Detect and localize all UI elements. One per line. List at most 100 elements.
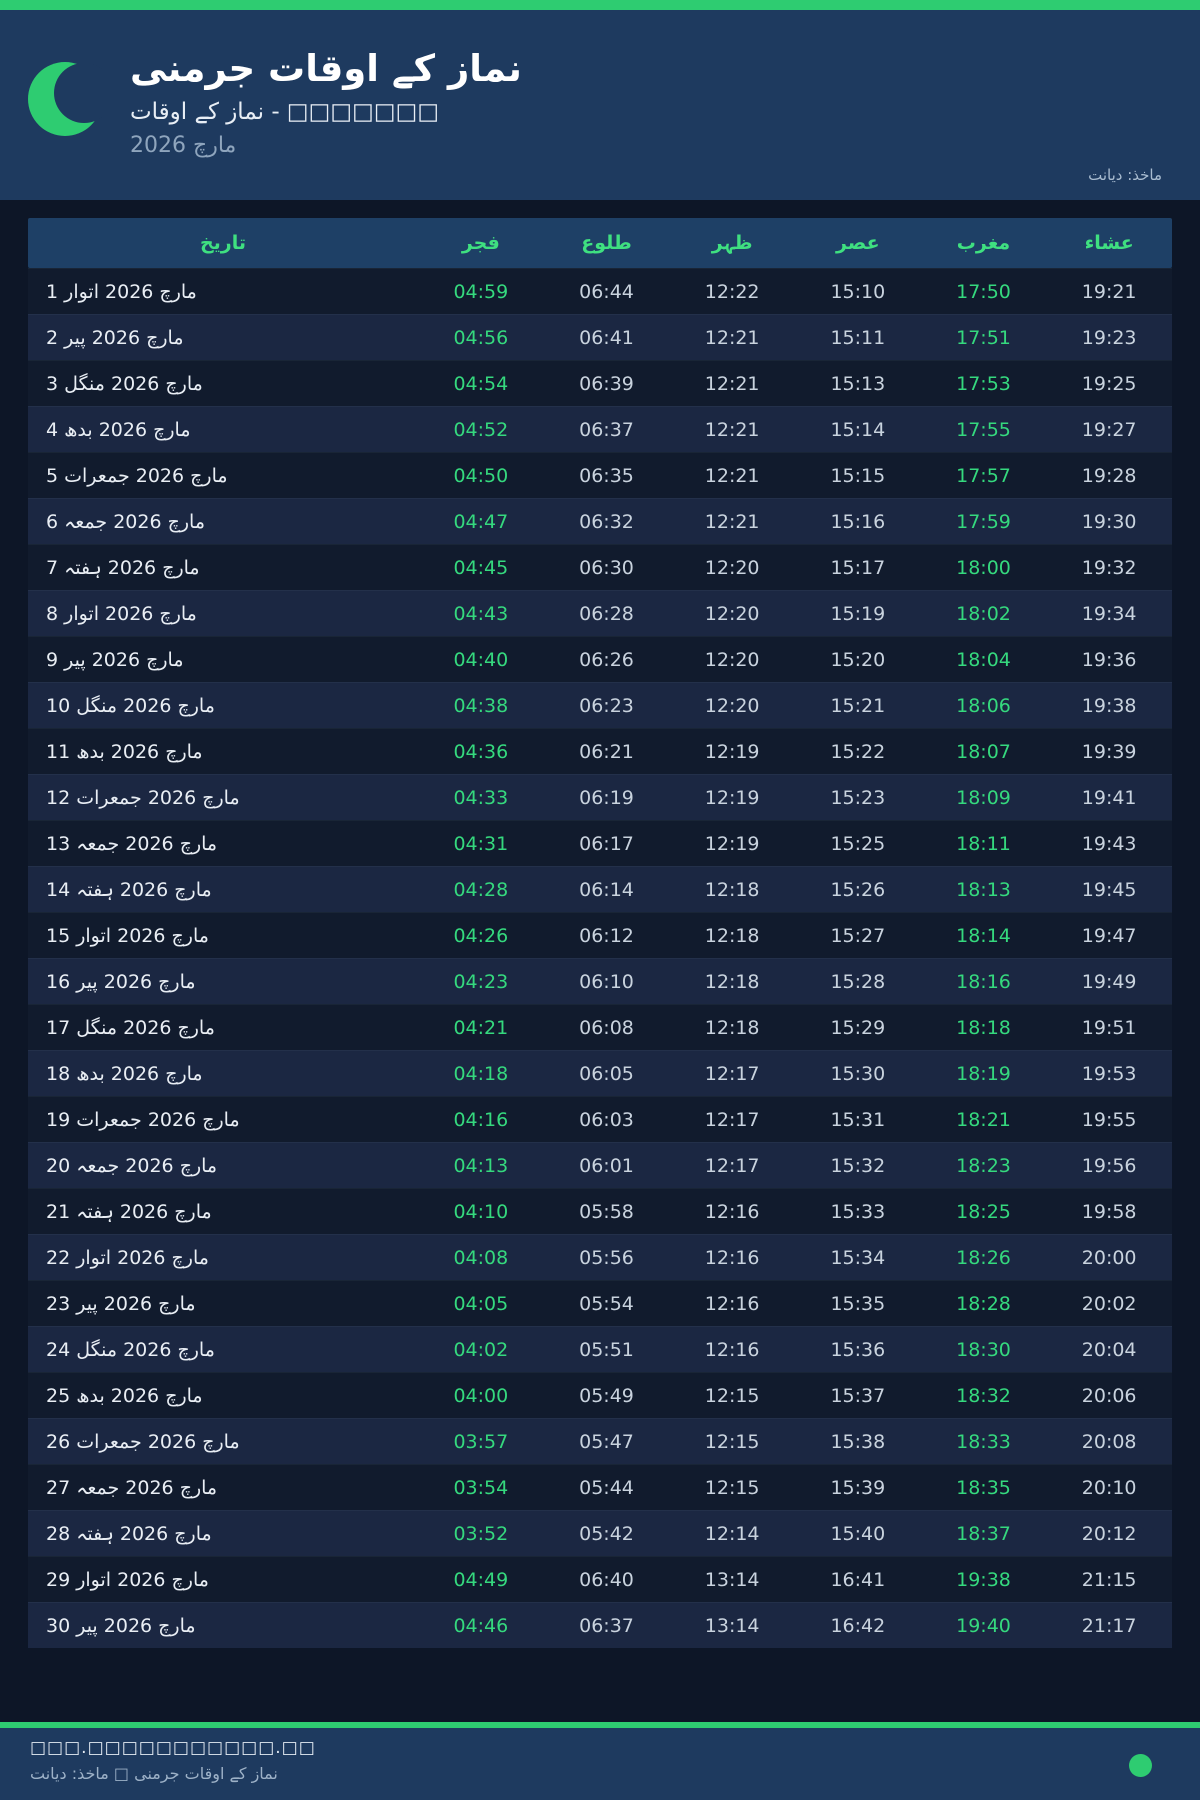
time-cell: 12:22	[704, 280, 760, 303]
time-cell: 18:37	[956, 1522, 1011, 1545]
month-year-label: مارچ 2026	[130, 132, 237, 158]
time-cell: 13:14	[704, 1614, 760, 1637]
time-cell: 06:01	[579, 1154, 634, 1177]
table-row: 23 مارچ 2026 پیر 04:05 05:54 12:16 15:35 18:2…	[28, 1280, 1172, 1326]
footer-caption: نماز کے اوقات جرمنی □ ماخذ: دیانت	[30, 1764, 278, 1783]
time-cell: 18:00	[956, 556, 1011, 579]
time-cell: 17:59	[956, 510, 1011, 533]
time-cell: 06:41	[579, 326, 634, 349]
table-row: 12 مارچ 2026 جمعرات 04:33 06:19 12:19 15:23 1…	[28, 774, 1172, 820]
time-cell: 19:45	[1081, 878, 1137, 901]
time-cell: 12:17	[704, 1108, 760, 1131]
time-cell: 04:46	[453, 1614, 509, 1637]
time-cell: 12:19	[704, 740, 760, 763]
time-cell: 15:28	[830, 970, 886, 993]
time-cell: 19:40	[956, 1614, 1011, 1637]
time-cell: 18:28	[956, 1292, 1011, 1315]
time-cell: 15:10	[830, 280, 886, 303]
table-row: 10 مارچ 2026 منگل 04:38 06:23 12:20 15:21 18:…	[28, 682, 1172, 728]
time-cell: 19:34	[1081, 602, 1137, 625]
time-cell: 18:26	[956, 1246, 1011, 1269]
column-header: عصر	[836, 232, 880, 254]
time-cell: 15:25	[830, 832, 886, 855]
time-cell: 12:20	[704, 694, 760, 717]
table-row: 18 مارچ 2026 بدھ 04:18 06:05 12:17 15:30 18:1…	[28, 1050, 1172, 1096]
time-cell: 04:02	[453, 1338, 509, 1361]
time-cell: 15:16	[830, 510, 886, 533]
table-row: 5 مارچ 2026 جمعرات 04:50 06:35 12:21 15:15 17…	[28, 452, 1172, 498]
time-cell: 04:49	[453, 1568, 509, 1591]
time-cell: 12:17	[704, 1062, 760, 1085]
table-header-row: تاریخ فجر طلوع ظہر عصر مغرب عشاء	[28, 218, 1172, 268]
time-cell: 12:21	[704, 418, 760, 441]
table-row: 4 مارچ 2026 بدھ 04:52 06:37 12:21 15:14 17:55…	[28, 406, 1172, 452]
time-cell: 19:43	[1081, 832, 1137, 855]
time-cell: 04:10	[453, 1200, 509, 1223]
time-cell: 04:50	[453, 464, 509, 487]
time-cell: 19:47	[1081, 924, 1137, 947]
time-cell: 18:04	[956, 648, 1011, 671]
green-dot-icon	[1129, 1754, 1152, 1777]
table-row: 11 مارچ 2026 بدھ 04:36 06:21 12:19 15:22 18:0…	[28, 728, 1172, 774]
time-cell: 19:27	[1081, 418, 1137, 441]
header-titles: نماز کے اوقات جرمنی نماز کے اوقات - □□□□…	[130, 47, 522, 158]
time-cell: 18:06	[956, 694, 1011, 717]
date-cell: 18 مارچ 2026 بدھ	[46, 1062, 203, 1085]
time-cell: 19:21	[1081, 280, 1137, 303]
time-cell: 06:28	[579, 602, 634, 625]
time-cell: 05:58	[579, 1200, 634, 1223]
time-cell: 12:17	[704, 1154, 760, 1177]
time-cell: 16:42	[830, 1614, 886, 1637]
table-row: 30 مارچ 2026 پیر 04:46 06:37 13:14 16:42 19:4…	[28, 1602, 1172, 1648]
time-cell: 05:42	[579, 1522, 634, 1545]
time-cell: 18:35	[956, 1476, 1011, 1499]
time-cell: 15:11	[830, 326, 886, 349]
time-cell: 15:37	[830, 1384, 886, 1407]
time-cell: 15:15	[830, 464, 886, 487]
column-header: مغرب	[956, 232, 1011, 254]
time-cell: 15:34	[830, 1246, 886, 1269]
time-cell: 12:19	[704, 786, 760, 809]
date-cell: 30 مارچ 2026 پیر	[46, 1614, 196, 1637]
time-cell: 15:26	[830, 878, 886, 901]
table-row: 16 مارچ 2026 پیر 04:23 06:10 12:18 15:28 18:1…	[28, 958, 1172, 1004]
time-cell: 15:23	[830, 786, 886, 809]
date-cell: 29 مارچ 2026 اتوار	[46, 1568, 209, 1591]
date-cell: 25 مارچ 2026 بدھ	[46, 1384, 203, 1407]
time-cell: 06:26	[579, 648, 634, 671]
time-cell: 19:23	[1081, 326, 1137, 349]
table-row: 17 مارچ 2026 منگل 04:21 06:08 12:18 15:29 18:…	[28, 1004, 1172, 1050]
time-cell: 06:37	[579, 418, 634, 441]
time-cell: 21:17	[1081, 1614, 1137, 1637]
time-cell: 15:30	[830, 1062, 886, 1085]
time-cell: 05:54	[579, 1292, 634, 1315]
time-cell: 15:13	[830, 372, 886, 395]
date-cell: 23 مارچ 2026 پیر	[46, 1292, 196, 1315]
time-cell: 12:16	[704, 1292, 760, 1315]
date-cell: 2 مارچ 2026 پیر	[46, 326, 184, 349]
time-cell: 03:57	[453, 1430, 509, 1453]
time-cell: 06:37	[579, 1614, 634, 1637]
time-cell: 12:18	[704, 878, 760, 901]
time-cell: 20:02	[1081, 1292, 1137, 1315]
date-cell: 7 مارچ 2026 ہفتہ	[46, 556, 200, 579]
time-cell: 12:21	[704, 464, 760, 487]
table-row: 13 مارچ 2026 جمعہ 04:31 06:17 12:19 15:25 18:…	[28, 820, 1172, 866]
time-cell: 20:08	[1081, 1430, 1137, 1453]
column-header: طلوع	[581, 232, 632, 254]
time-cell: 04:54	[453, 372, 509, 395]
page-subtitle: نماز کے اوقات - □□□□□□□	[130, 98, 440, 125]
page-header: نماز کے اوقات جرمنی نماز کے اوقات - □□□□…	[0, 10, 1200, 200]
time-cell: 18:13	[956, 878, 1011, 901]
time-cell: 05:49	[579, 1384, 634, 1407]
time-cell: 18:14	[956, 924, 1011, 947]
time-cell: 19:53	[1081, 1062, 1137, 1085]
time-cell: 06:19	[579, 786, 634, 809]
time-cell: 06:30	[579, 556, 634, 579]
table-row: 3 مارچ 2026 منگل 04:54 06:39 12:21 15:13 17:5…	[28, 360, 1172, 406]
time-cell: 15:14	[830, 418, 886, 441]
time-cell: 06:17	[579, 832, 634, 855]
date-cell: 21 مارچ 2026 ہفتہ	[46, 1200, 212, 1223]
time-cell: 19:30	[1081, 510, 1137, 533]
time-cell: 12:16	[704, 1200, 760, 1223]
